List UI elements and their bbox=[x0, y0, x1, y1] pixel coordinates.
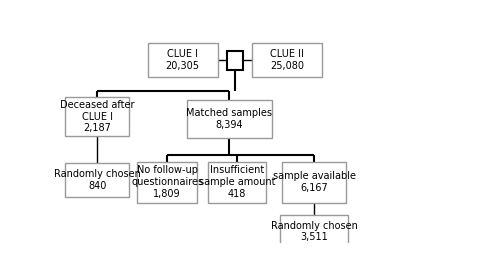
FancyBboxPatch shape bbox=[282, 162, 346, 203]
Text: Randomly chosen
3,511: Randomly chosen 3,511 bbox=[271, 221, 358, 242]
Text: Insufficient
sample amount
418: Insufficient sample amount 418 bbox=[198, 165, 275, 199]
FancyBboxPatch shape bbox=[280, 215, 348, 248]
Text: CLUE I
20,305: CLUE I 20,305 bbox=[166, 49, 200, 71]
FancyBboxPatch shape bbox=[66, 97, 130, 136]
Text: Deceased after
CLUE I
2,187: Deceased after CLUE I 2,187 bbox=[60, 100, 134, 133]
Text: Randomly chosen
840: Randomly chosen 840 bbox=[54, 169, 141, 191]
Text: No follow-up
questionnaires
1,809: No follow-up questionnaires 1,809 bbox=[131, 165, 203, 199]
Text: Matched samples
8,394: Matched samples 8,394 bbox=[186, 108, 272, 130]
FancyBboxPatch shape bbox=[66, 163, 130, 197]
FancyBboxPatch shape bbox=[252, 43, 322, 77]
FancyBboxPatch shape bbox=[137, 162, 197, 203]
Text: sample available
6,167: sample available 6,167 bbox=[273, 171, 356, 193]
FancyBboxPatch shape bbox=[227, 51, 242, 70]
Text: CLUE II
25,080: CLUE II 25,080 bbox=[270, 49, 304, 71]
FancyBboxPatch shape bbox=[148, 43, 218, 77]
FancyBboxPatch shape bbox=[208, 162, 266, 203]
FancyBboxPatch shape bbox=[186, 99, 272, 138]
